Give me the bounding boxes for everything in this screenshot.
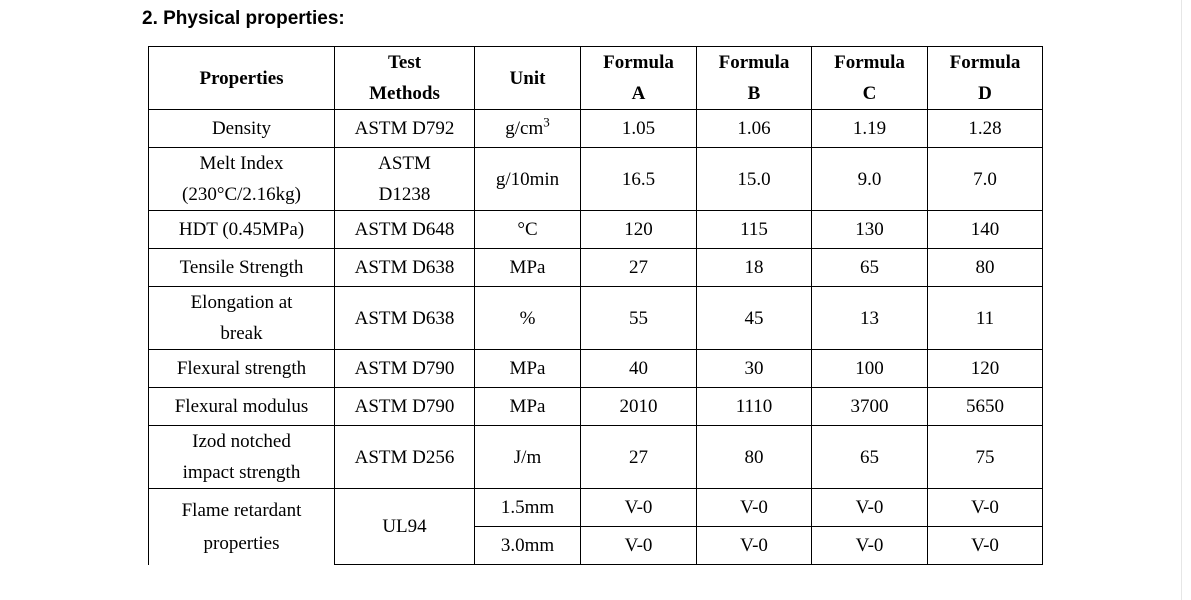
unit-cell: g/cm3: [474, 109, 581, 148]
method-cell: ASTM D1238: [334, 147, 475, 211]
property-cell: Density: [148, 109, 335, 148]
formula-b-cell: 115: [696, 210, 812, 249]
formula-c-cell: 1.19: [811, 109, 928, 148]
unit-cell: %: [474, 286, 581, 350]
unit-cell: MPa: [474, 387, 581, 426]
property-cell: Izod notched impact strength: [148, 425, 335, 489]
table-row: Tensile Strength ASTM D638 MPa 27 18 65 …: [148, 248, 1043, 287]
formula-c-cell: V-0: [811, 526, 928, 565]
formula-c-cell: 3700: [811, 387, 928, 426]
formula-c-cell: 9.0: [811, 147, 928, 211]
formula-a-cell: 27: [580, 425, 697, 489]
property-cell: Flame retardant properties: [148, 488, 335, 565]
formula-b-cell: 1110: [696, 387, 812, 426]
formula-a-cell: 40: [580, 349, 697, 388]
formula-a-cell: 27: [580, 248, 697, 287]
formula-b-cell: V-0: [696, 488, 812, 527]
formula-a-cell: 1.05: [580, 109, 697, 148]
header-formula-d: Formula D: [927, 46, 1043, 110]
formula-c-cell: 13: [811, 286, 928, 350]
method-cell: UL94: [334, 488, 475, 565]
unit-cell: °C: [474, 210, 581, 249]
property-cell: Tensile Strength: [148, 248, 335, 287]
formula-a-cell: 16.5: [580, 147, 697, 211]
formula-d-cell: 5650: [927, 387, 1043, 426]
formula-b-cell: 45: [696, 286, 812, 350]
table-header-row: Properties Test Methods Unit Formula A F…: [148, 46, 1043, 110]
property-cell: Elongation at break: [148, 286, 335, 350]
formula-d-cell: 120: [927, 349, 1043, 388]
formula-a-cell: 2010: [580, 387, 697, 426]
table-row: HDT (0.45MPa) ASTM D648 °C 120 115 130 1…: [148, 210, 1043, 249]
unit-cell: MPa: [474, 349, 581, 388]
formula-b-cell: 18: [696, 248, 812, 287]
formula-d-cell: 80: [927, 248, 1043, 287]
method-cell: ASTM D648: [334, 210, 475, 249]
formula-c-cell: 65: [811, 248, 928, 287]
table-row: Flexural modulus ASTM D790 MPa 2010 1110…: [148, 387, 1043, 426]
header-formula-c: Formula C: [811, 46, 928, 110]
unit-cell: J/m: [474, 425, 581, 489]
method-cell: ASTM D638: [334, 248, 475, 287]
header-test-methods: Test Methods: [334, 46, 475, 110]
section-heading: 2. Physical properties:: [142, 8, 345, 29]
formula-b-cell: 15.0: [696, 147, 812, 211]
unit-cell: 3.0mm: [474, 526, 581, 565]
property-cell: Melt Index (230°C/2.16kg): [148, 147, 335, 211]
unit-cell: 1.5mm: [474, 488, 581, 527]
property-cell: HDT (0.45MPa): [148, 210, 335, 249]
formula-c-cell: 100: [811, 349, 928, 388]
method-cell: ASTM D790: [334, 349, 475, 388]
table-row: Elongation at break ASTM D638 % 55 45 13…: [148, 286, 1043, 350]
formula-c-cell: 130: [811, 210, 928, 249]
formula-d-cell: 75: [927, 425, 1043, 489]
header-unit: Unit: [474, 46, 581, 110]
table-row: Flexural strength ASTM D790 MPa 40 30 10…: [148, 349, 1043, 388]
formula-b-cell: 30: [696, 349, 812, 388]
property-cell: Flexural strength: [148, 349, 335, 388]
formula-d-cell: 1.28: [927, 109, 1043, 148]
unit-text: g/cm: [505, 118, 544, 139]
method-cell: ASTM D256: [334, 425, 475, 489]
formula-b-cell: 1.06: [696, 109, 812, 148]
formula-d-cell: 7.0: [927, 147, 1043, 211]
unit-superscript: 3: [543, 114, 550, 130]
formula-c-cell: V-0: [811, 488, 928, 527]
method-cell: ASTM D792: [334, 109, 475, 148]
unit-cell: MPa: [474, 248, 581, 287]
formula-a-cell: V-0: [580, 488, 697, 527]
table-row: Melt Index (230°C/2.16kg) ASTM D1238 g/1…: [148, 147, 1043, 211]
formula-b-cell: V-0: [696, 526, 812, 565]
property-cell: Flexural modulus: [148, 387, 335, 426]
header-formula-b: Formula B: [696, 46, 812, 110]
formula-a-cell: V-0: [580, 526, 697, 565]
header-formula-a: Formula A: [580, 46, 697, 110]
table-row: Density ASTM D792 g/cm3 1.05 1.06 1.19 1…: [148, 109, 1043, 148]
table-row: 3.0mm V-0 V-0 V-0 V-0: [149, 526, 1043, 565]
table-row: Izod notched impact strength ASTM D256 J…: [148, 425, 1043, 489]
formula-c-cell: 65: [811, 425, 928, 489]
formula-d-cell: V-0: [927, 526, 1043, 565]
method-cell: ASTM D790: [334, 387, 475, 426]
method-cell: ASTM D638: [334, 286, 475, 350]
formula-d-cell: 11: [927, 286, 1043, 350]
page-edge-divider: [1181, 0, 1182, 600]
physical-properties-table: Properties Test Methods Unit Formula A F…: [148, 46, 1043, 565]
unit-cell: g/10min: [474, 147, 581, 211]
formula-a-cell: 55: [580, 286, 697, 350]
formula-a-cell: 120: [580, 210, 697, 249]
header-properties: Properties: [148, 46, 335, 110]
formula-d-cell: 140: [927, 210, 1043, 249]
formula-d-cell: V-0: [927, 488, 1043, 527]
formula-b-cell: 80: [696, 425, 812, 489]
table-row: Flame retardant properties UL94 1.5mm V-…: [148, 488, 1043, 565]
